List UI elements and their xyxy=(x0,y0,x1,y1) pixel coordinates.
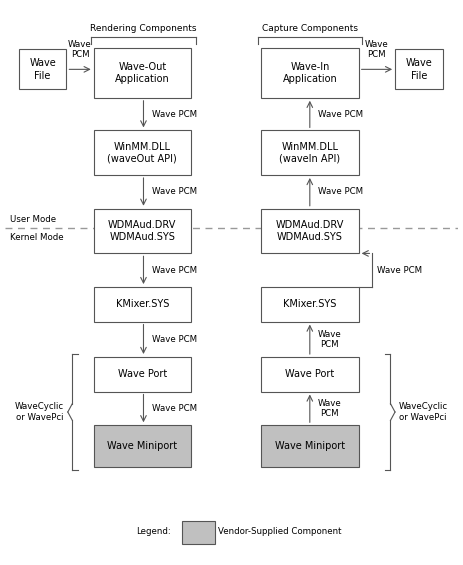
Bar xyxy=(94,357,191,392)
Text: Wave
PCM: Wave PCM xyxy=(318,399,342,418)
Bar xyxy=(182,521,215,544)
Text: WinMM.DLL
(waveOut API): WinMM.DLL (waveOut API) xyxy=(107,141,177,164)
Text: Wave PCM: Wave PCM xyxy=(152,110,197,119)
Text: Kernel Mode: Kernel Mode xyxy=(10,233,63,242)
Text: User Mode: User Mode xyxy=(10,215,56,224)
Bar xyxy=(94,287,191,321)
Text: Wave
PCM: Wave PCM xyxy=(68,40,92,59)
Text: Wave PCM: Wave PCM xyxy=(318,110,363,119)
Bar xyxy=(94,208,191,254)
Text: WDMAud.DRV
WDMAud.SYS: WDMAud.DRV WDMAud.SYS xyxy=(108,220,176,242)
Text: Wave PCM: Wave PCM xyxy=(152,335,197,344)
Text: Wave
File: Wave File xyxy=(29,58,56,81)
Text: Legend:: Legend: xyxy=(136,527,171,536)
Text: Wave
PCM: Wave PCM xyxy=(318,329,342,349)
Bar xyxy=(261,131,359,175)
Bar xyxy=(261,357,359,392)
Text: WaveCyclic
or WavePci: WaveCyclic or WavePci xyxy=(15,402,64,421)
Text: Vendor-Supplied Component: Vendor-Supplied Component xyxy=(218,527,342,536)
Bar xyxy=(19,49,66,89)
Text: Wave PCM: Wave PCM xyxy=(152,404,197,413)
Text: Wave-In
Application: Wave-In Application xyxy=(283,62,338,84)
Text: Wave Miniport: Wave Miniport xyxy=(275,441,345,451)
Bar xyxy=(261,287,359,321)
Text: Wave PCM: Wave PCM xyxy=(318,188,363,197)
Text: Wave
PCM: Wave PCM xyxy=(365,40,389,59)
Bar xyxy=(94,425,191,467)
Text: Wave PCM: Wave PCM xyxy=(152,266,197,275)
Bar xyxy=(261,425,359,467)
Bar xyxy=(395,49,443,89)
Bar xyxy=(261,208,359,254)
Text: Wave PCM: Wave PCM xyxy=(152,188,197,197)
Text: Wave Miniport: Wave Miniport xyxy=(107,441,177,451)
Bar xyxy=(261,47,359,98)
Text: WaveCyclic
or WavePci: WaveCyclic or WavePci xyxy=(399,402,448,421)
Text: Wave Port: Wave Port xyxy=(285,370,335,379)
Text: Wave
File: Wave File xyxy=(406,58,432,81)
Text: WDMAud.DRV
WDMAud.SYS: WDMAud.DRV WDMAud.SYS xyxy=(276,220,344,242)
Text: Wave-Out
Application: Wave-Out Application xyxy=(115,62,170,84)
Text: Wave PCM: Wave PCM xyxy=(377,266,422,275)
Text: Rendering Components: Rendering Components xyxy=(90,24,197,33)
Bar xyxy=(94,47,191,98)
Text: Capture Components: Capture Components xyxy=(262,24,358,33)
Text: Wave Port: Wave Port xyxy=(118,370,167,379)
Text: WinMM.DLL
(waveIn API): WinMM.DLL (waveIn API) xyxy=(280,141,341,164)
Text: KMixer.SYS: KMixer.SYS xyxy=(116,299,169,309)
Bar xyxy=(94,131,191,175)
Text: KMixer.SYS: KMixer.SYS xyxy=(283,299,337,309)
